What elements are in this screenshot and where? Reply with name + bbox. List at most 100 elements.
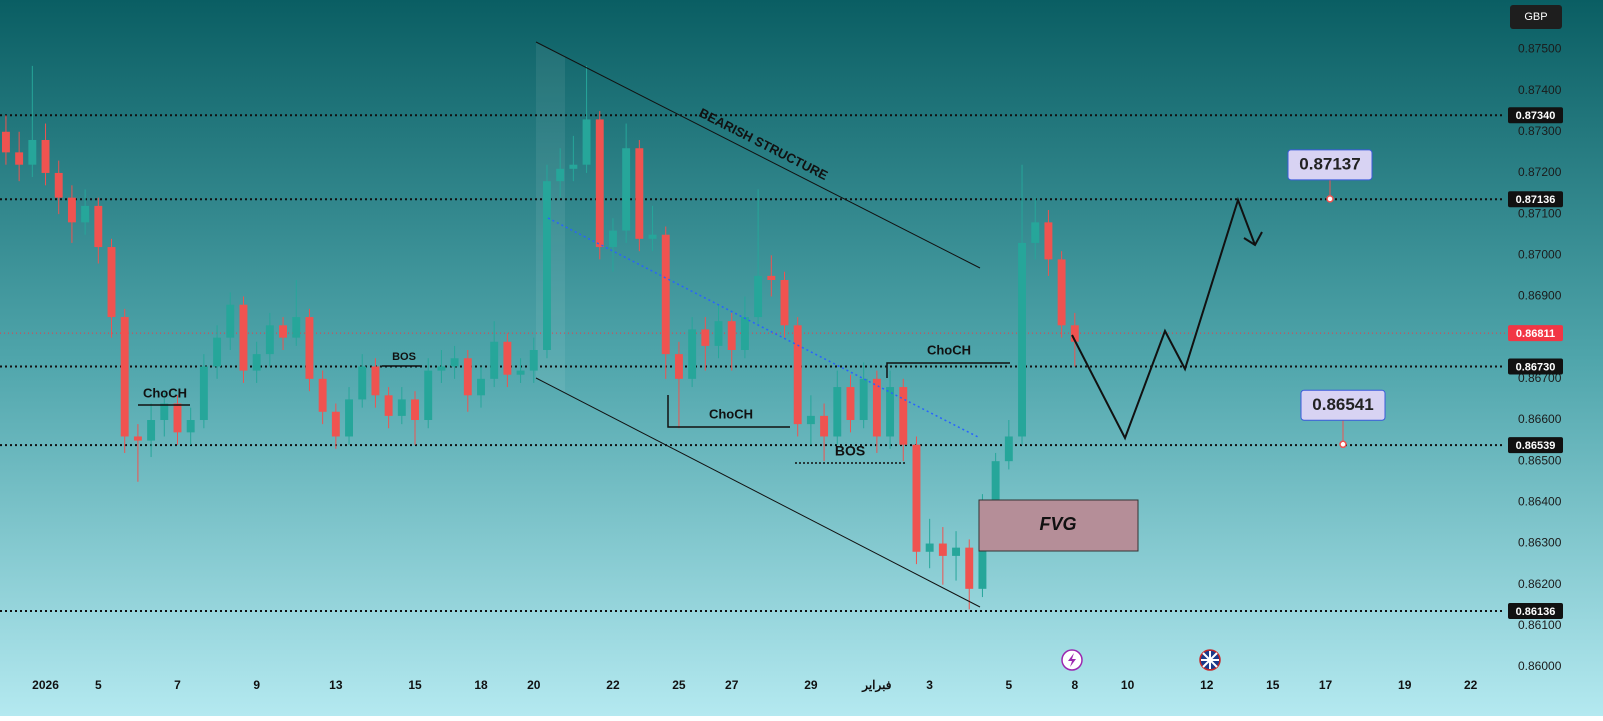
candle-body [899,387,908,445]
candle-body [318,378,327,412]
candle-body [793,325,802,425]
candle-body [714,321,723,346]
candle-body [411,399,419,420]
candle-body [477,378,485,396]
candle-body [529,350,538,371]
candle-body [239,304,248,371]
event-icon [1201,651,1219,669]
y-tick-label: 0.86700 [1518,371,1562,385]
drawings [138,41,1263,608]
price-badge-label: 0.87340 [1516,110,1556,122]
projection [1071,196,1256,441]
candle-body [371,366,380,396]
y-tick-label: 0.86500 [1518,453,1562,467]
candle-body [1,131,10,153]
arrowhead [1243,231,1263,247]
candle-body [133,436,142,441]
candle-body [1031,222,1040,243]
candle-body [806,415,815,425]
candle-body [15,152,24,165]
x-tick-label: 8 [1071,678,1078,692]
x-tick-label: فبراير [861,678,892,693]
currency: GBP [1524,11,1547,23]
x-tick-label: 10 [1121,678,1135,692]
callout-dot [1326,195,1334,203]
candle-body [674,354,683,379]
candle-body [437,366,446,371]
price-badge-label: 0.86811 [1516,328,1555,340]
candle-body [147,420,156,441]
candle-body [1057,259,1066,326]
candle-body [384,395,393,416]
x-tick-label: 25 [672,678,686,692]
candle-body [727,321,736,350]
candle-body [952,547,961,556]
candle-body [345,399,353,437]
channel-lower [535,377,981,608]
y-tick-label: 0.87000 [1518,247,1562,261]
x-tick-label: 20 [527,678,541,692]
candle-body [213,337,222,367]
candle-body [595,119,604,248]
price-badge [1508,437,1563,454]
candle-body [965,547,974,589]
y-tick-label: 0.86000 [1518,659,1562,673]
candle-body [1044,222,1053,260]
annotation: ChoCH [927,342,971,357]
y-tick-label: 0.87300 [1518,124,1562,138]
x-tick-label: 22 [606,678,620,692]
candle-body [688,329,697,379]
candle-body [503,341,512,375]
candle-body [859,378,868,420]
candle-body [450,358,459,367]
price-badge [1508,325,1563,342]
candle-body [991,461,1000,503]
price-badge [1508,603,1563,620]
candle-body [740,317,749,350]
candle-body [1004,436,1013,462]
candle-body [252,354,261,371]
candle-body [846,387,855,420]
y-tick-label: 0.86600 [1518,412,1562,426]
annotation: ChoCH [709,406,753,421]
price-badge-label: 0.87136 [1516,194,1556,206]
y-tick-label: 0.86400 [1518,495,1562,509]
price-badge [1508,358,1563,375]
candle-body [648,234,657,239]
x-tick-label: 15 [1266,678,1280,692]
candle-body [41,140,50,173]
candle-body [305,317,314,379]
candle-body [67,197,76,223]
candle-body [173,403,182,433]
price-badge [1508,191,1563,208]
candle-body [94,205,103,248]
candle-body [292,317,301,338]
currency-box [1510,5,1562,29]
candle-body [160,403,169,420]
candle-body [331,411,340,437]
candle-body [608,230,617,248]
candle-body [938,543,947,556]
candle-body [397,399,406,416]
y-tick-label: 0.87100 [1518,206,1562,220]
candle-body [199,366,208,420]
annotation: BOS [392,351,416,363]
x-tick-label: 18 [474,678,488,692]
x-tick-label: 29 [804,678,818,692]
callout-label: 0.86541 [1312,395,1373,414]
x-tick-label: 5 [95,678,102,692]
annotation: FVG [1039,514,1076,534]
candle-body [28,140,37,165]
candle-body [820,415,829,437]
y-tick-label: 0.86100 [1518,618,1562,632]
y-tick-label: 0.86200 [1518,577,1562,591]
candle-body [54,172,63,198]
callout-box [1300,389,1386,421]
x-tick-label: 3 [926,678,933,692]
event-icons [1061,649,1221,671]
candle-body [516,370,525,375]
midline [547,217,979,438]
x-tick-label: 19 [1398,678,1412,692]
candle-body [912,444,921,552]
